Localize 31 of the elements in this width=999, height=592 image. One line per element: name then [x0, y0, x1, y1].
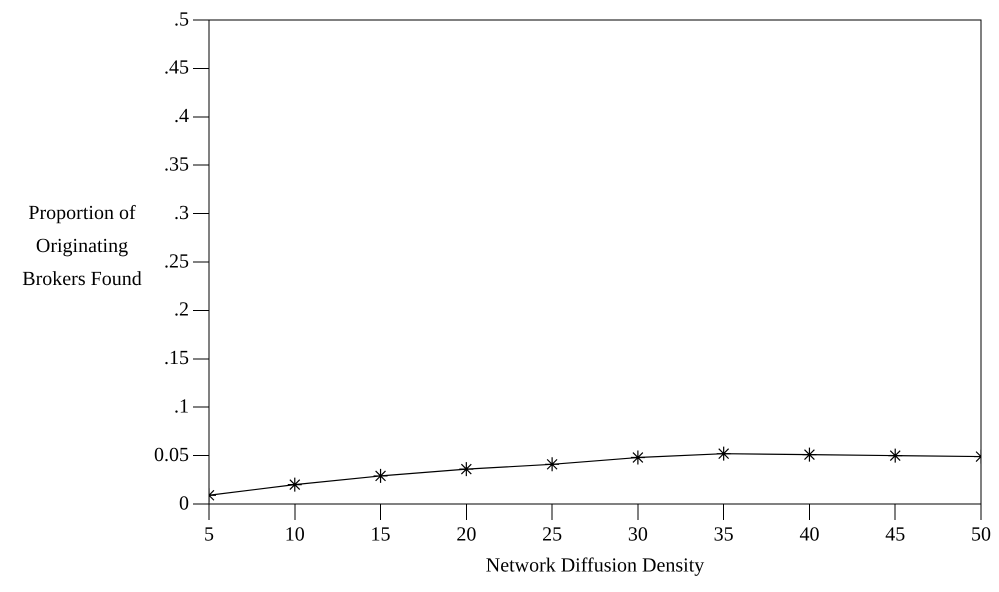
y-tick-label: .3 — [174, 202, 189, 224]
y-tick-label: .35 — [164, 153, 189, 176]
y-tick-label: .4 — [174, 105, 189, 128]
point — [372, 468, 388, 484]
x-tick-label: 30 — [628, 523, 648, 546]
x-tick-label: 35 — [714, 523, 734, 546]
x-tick-label: 40 — [799, 523, 820, 546]
y-tick-label: 0 — [179, 492, 189, 514]
y-tick-label: .5 — [174, 8, 189, 30]
point — [458, 462, 474, 477]
x-tick-label: 15 — [370, 523, 391, 546]
x-tick-label: 50 — [971, 523, 991, 546]
x-tick-label: 20 — [456, 523, 476, 546]
point — [630, 450, 646, 466]
x-tick-label: 5 — [204, 523, 214, 546]
y-tick-label: .15 — [164, 347, 189, 370]
y-tick-label: .1 — [174, 395, 189, 418]
x-tick-label: 25 — [542, 523, 562, 546]
point — [544, 456, 560, 472]
point — [888, 448, 903, 464]
point — [802, 447, 818, 462]
y-axis-title: Proportion of Originating Brokers Found — [22, 202, 142, 290]
x-tick-label: 10 — [284, 523, 305, 546]
x-axis-title: Network Diffusion Density — [486, 554, 704, 576]
x-tick-label: 45 — [885, 523, 906, 546]
point — [287, 477, 302, 492]
y-tick-label: .2 — [174, 298, 189, 321]
y-tick-label: .45 — [164, 56, 189, 79]
y-tick-label: 0.05 — [154, 444, 189, 466]
point — [716, 446, 732, 462]
y-tick-label: .25 — [164, 250, 189, 272]
